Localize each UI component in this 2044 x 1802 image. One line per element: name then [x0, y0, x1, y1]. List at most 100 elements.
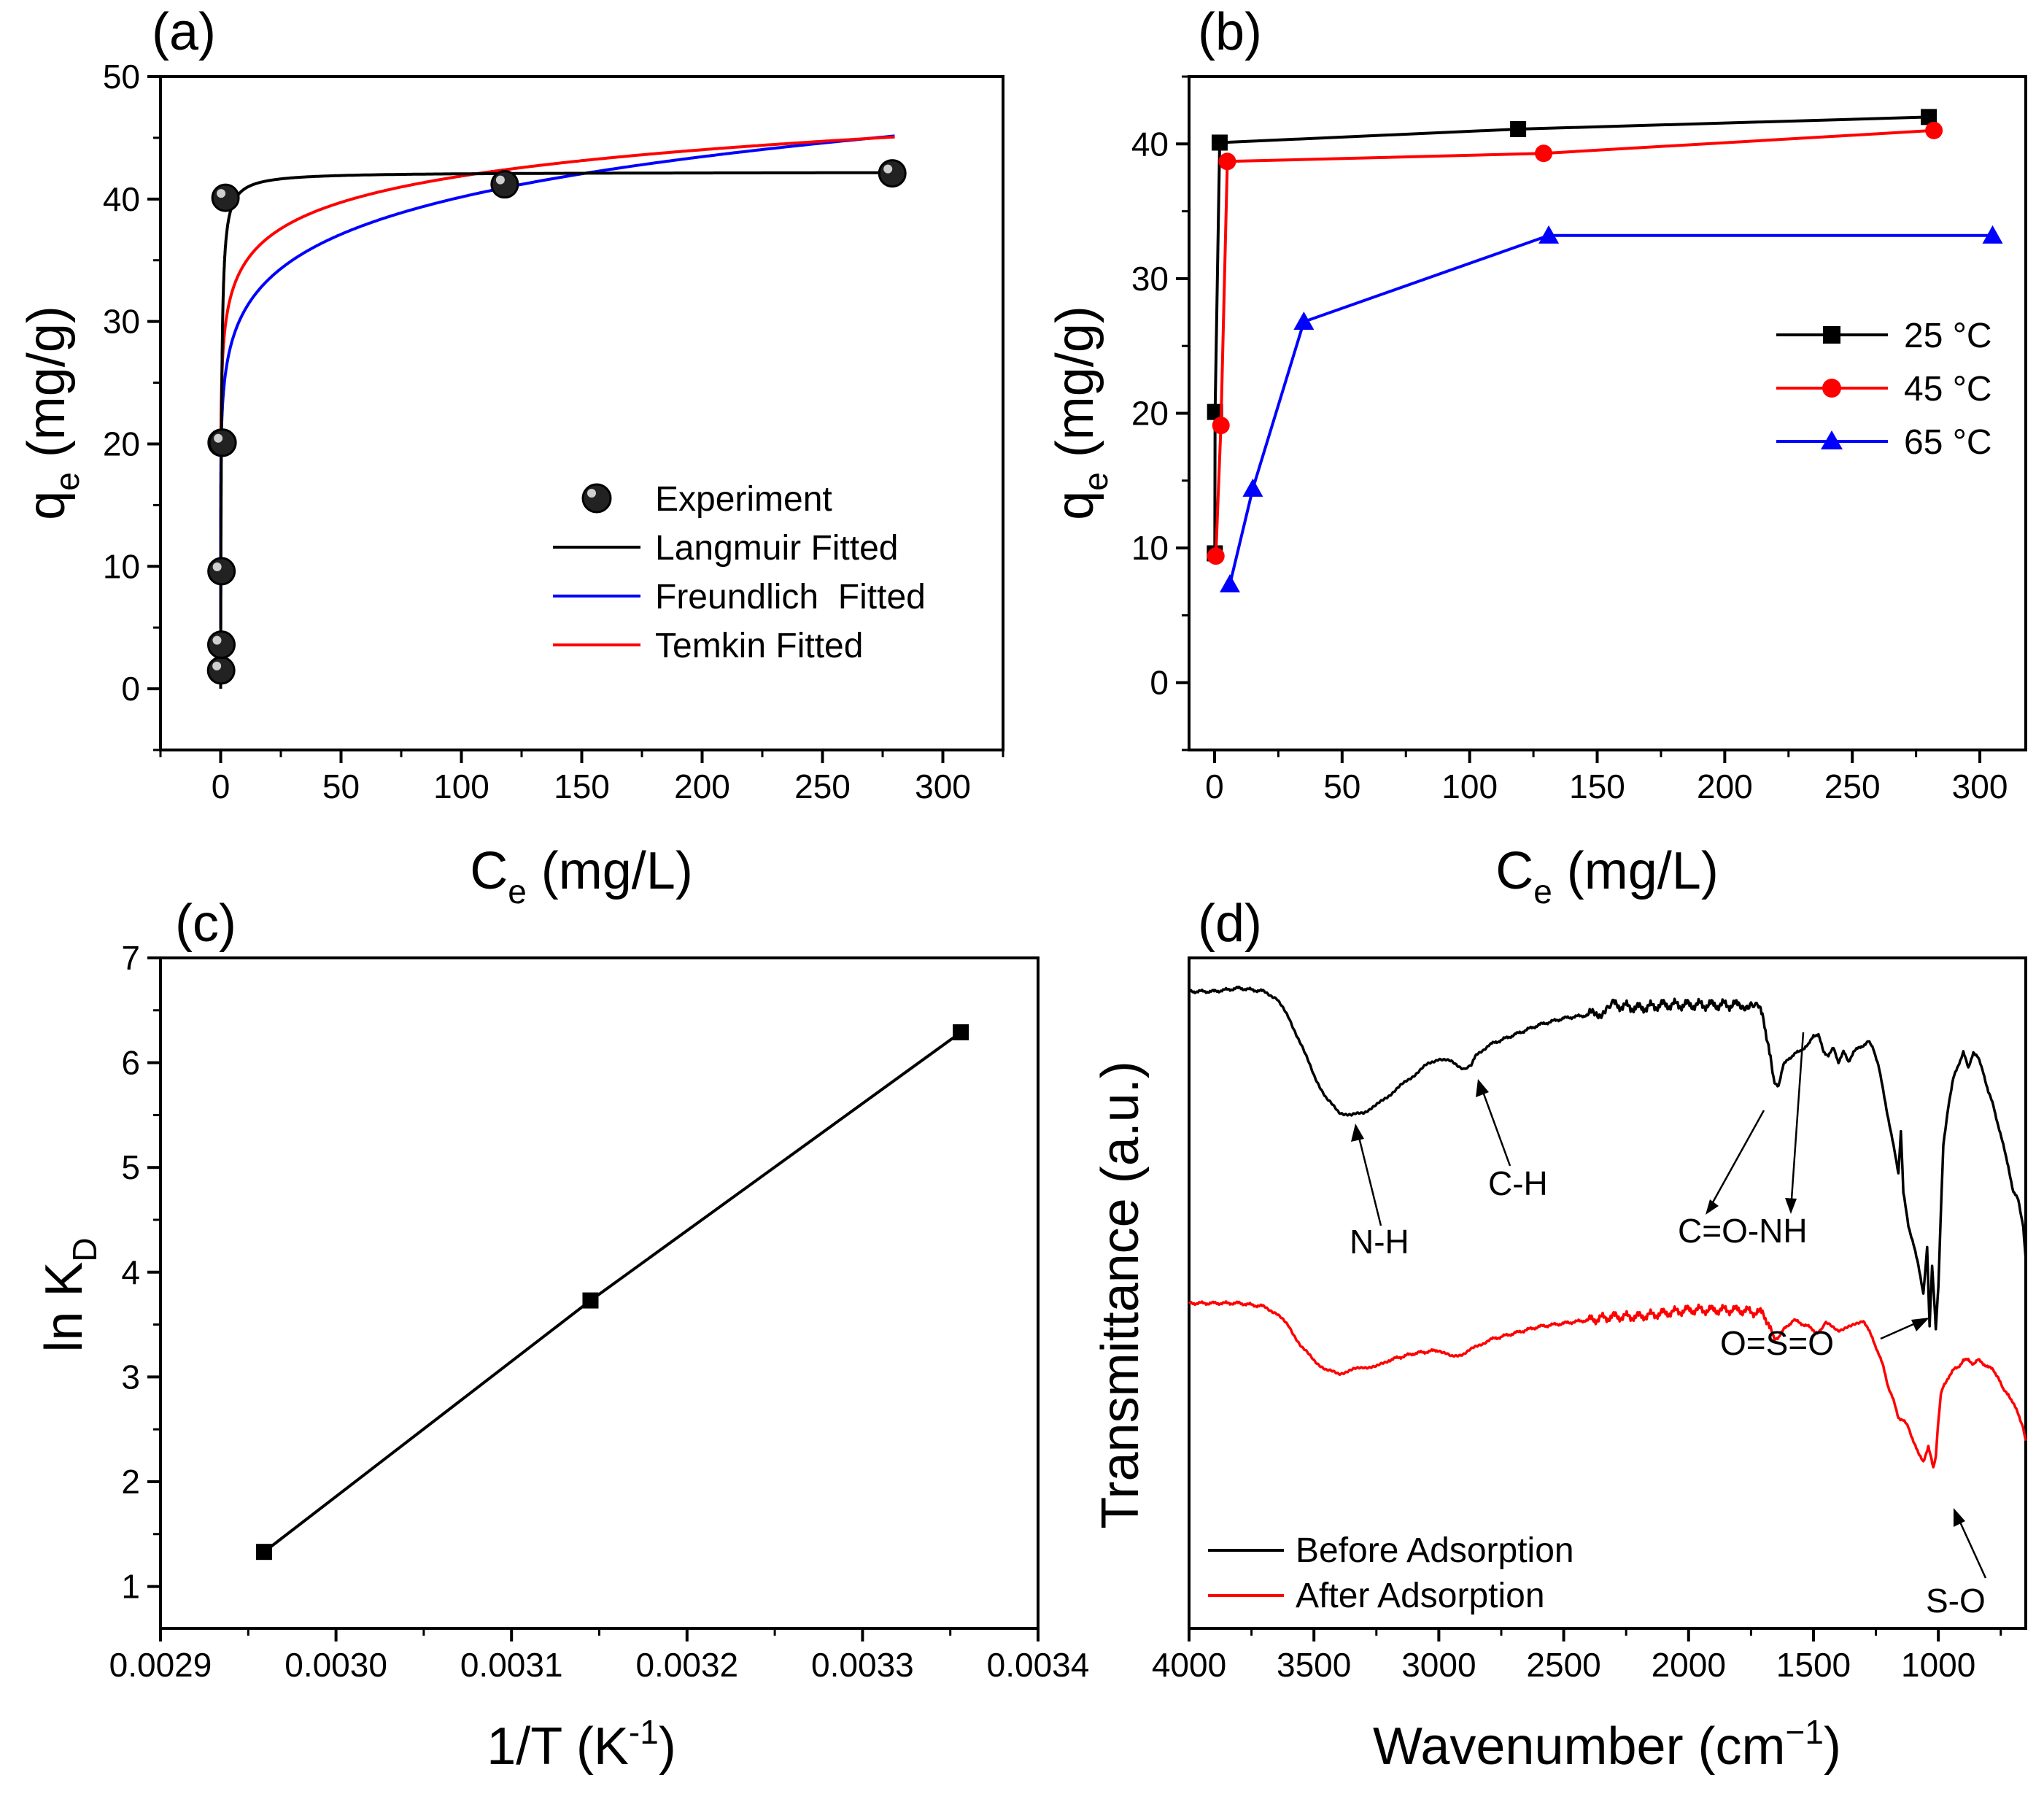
panel-b-series — [1207, 109, 2003, 592]
panel-b-xlabel: Ce (mg/L) — [1495, 842, 1719, 910]
panel-b-legend: 25 °C 45 °C 65 °C — [1776, 317, 1992, 462]
panel-a-legend: Experiment Langmuir Fitted Freundlich Fi… — [553, 480, 926, 665]
series-marker-triangle — [1293, 311, 1315, 330]
panel-c-xlabel: 1/T (K-1) — [487, 1713, 676, 1776]
series-marker-circle — [1535, 144, 1553, 163]
panel-a-chart: (a) 0 50 100 150 200 250 300 0 10 20 30 40 50 Ce (mg… — [18, 3, 1004, 910]
panel-a-xtick-label: 100 — [433, 767, 489, 805]
experiment-point-highlight — [495, 175, 505, 185]
panel-b-xtick-label: 150 — [1569, 767, 1625, 805]
panel-c-ytick-label: 5 — [121, 1148, 140, 1186]
experiment-point — [208, 428, 237, 457]
panel-a-xtick-label: 150 — [554, 767, 610, 805]
annotation-nh-arrowhead — [1351, 1124, 1364, 1142]
panel-a-ytick-label: 20 — [103, 425, 140, 463]
experiment-point — [211, 183, 240, 212]
experiment-point-highlight — [212, 562, 222, 571]
experiment-point-highlight — [212, 661, 222, 670]
panel-a-ytick-label: 30 — [103, 303, 140, 341]
panel-b-ytick-label: 30 — [1131, 260, 1169, 298]
panel-d-xtick-label: 4000 — [1152, 1646, 1226, 1684]
panel-c-xtick-label: 0.0034 — [987, 1646, 1090, 1684]
experiment-point-highlight — [883, 164, 893, 174]
series-marker-circle — [1218, 152, 1236, 171]
panel-b-ytick-label: 40 — [1131, 125, 1169, 163]
ftir-spectrum-0 — [1188, 985, 2027, 1331]
series-marker-square — [1921, 109, 1937, 125]
fit-curve-temkin — [219, 135, 895, 457]
annotation-ch-arrow — [1481, 1089, 1511, 1167]
annotation-oso-arrowhead — [1911, 1318, 1929, 1331]
panel-c-axes: 0.0029 0.0030 0.0031 0.0032 0.0033 0.0034 1 2 3 4… — [109, 939, 1090, 1684]
legend-experiment-marker — [581, 483, 612, 514]
panel-b-xtick-label: 100 — [1441, 767, 1498, 805]
panel-d-xtick-label: 3000 — [1401, 1646, 1476, 1684]
panel-a-xtick-label: 250 — [794, 767, 851, 805]
panel-a-xtick-label: 50 — [322, 767, 360, 805]
legend-freundlich-label: Freundlich Fitted — [655, 578, 926, 616]
panel-b-xtick-label: 0 — [1205, 767, 1224, 805]
panel-c-ylabel: ln KD — [35, 1237, 104, 1352]
lnkd-point — [953, 1024, 969, 1040]
panel-c-xtick-label: 0.0032 — [635, 1646, 738, 1684]
annotation-conh-arrowhead-2 — [1785, 1198, 1797, 1214]
panel-a-axes: 0 50 100 150 200 250 300 0 10 20 30 40 50 — [103, 58, 1004, 805]
annotation-conh-arrow-2 — [1789, 1032, 1805, 1210]
panel-a-ytick-label: 50 — [103, 58, 140, 96]
series-marker-square — [1207, 403, 1223, 420]
panel-b-chart: (b) 0 50 100 150 200 250 300 0 10 20 30 40 Ce (mg/L… — [1046, 3, 2027, 910]
experiment-point — [206, 656, 236, 685]
panel-d-ylabel: Transmittance (a.u.) — [1091, 1061, 1150, 1529]
panel-d-spectra — [1188, 985, 2027, 1469]
experiment-point-highlight — [212, 635, 222, 645]
annotation-oso-arrow — [1880, 1320, 1919, 1340]
panel-b-axes: 0 50 100 150 200 250 300 0 10 20 30 40 — [1131, 75, 2008, 805]
fit-curve-freundlich — [219, 134, 895, 628]
annotation-so: S-O — [1926, 1582, 1986, 1620]
experiment-point — [206, 630, 236, 660]
panel-b-label: (b) — [1198, 3, 1262, 61]
experiment-point-highlight — [217, 189, 226, 198]
panel-d-xtick-label: 1500 — [1776, 1646, 1851, 1684]
panel-c-label: (c) — [175, 894, 236, 953]
panel-b-ytick-label: 10 — [1131, 529, 1169, 567]
panel-c-series — [255, 1024, 969, 1561]
panel-c-chart: (c) 0.0029 0.0030 0.0031 0.0032 0.0033 0.0034… — [35, 894, 1089, 1776]
panel-c-ytick-label: 7 — [121, 939, 140, 977]
panel-d-xtick-label: 2000 — [1652, 1646, 1726, 1684]
panel-a-ytick-label: 0 — [121, 670, 140, 708]
annotation-conh: C=O-NH — [1678, 1212, 1808, 1250]
panel-c-xtick-label: 0.0031 — [460, 1646, 563, 1684]
experiment-point — [878, 159, 907, 188]
panel-c-ytick-label: 3 — [121, 1358, 140, 1396]
panel-b-xtick-label: 50 — [1323, 767, 1360, 805]
series-marker-circle — [1207, 547, 1225, 565]
panel-c-xtick-label: 0.0030 — [284, 1646, 387, 1684]
panel-c-ytick-label: 6 — [121, 1044, 140, 1082]
legend-experiment-label: Experiment — [655, 480, 832, 519]
panel-a-experiment-points — [206, 159, 907, 685]
panel-b-ylabel: qe (mg/g) — [1046, 306, 1115, 520]
panel-a-xtick-label: 300 — [915, 767, 971, 805]
lnkd-point — [255, 1544, 272, 1561]
panel-d-frame — [1188, 956, 2027, 1630]
lnkd-point — [582, 1292, 599, 1309]
series-marker-triangle — [1538, 225, 1560, 244]
experiment-point — [490, 170, 519, 199]
annotation-so-arrow — [1957, 1518, 1987, 1579]
panel-d-chart: (d) 4000 3500 3000 2500 2000 1500 1000 Wavenum… — [1091, 894, 2027, 1776]
panel-b-ytick-label: 0 — [1150, 664, 1169, 702]
panel-c-ytick-label: 4 — [121, 1253, 140, 1291]
legend-before-label: Before Adsorption — [1296, 1531, 1574, 1570]
series-marker-triangle — [1242, 478, 1263, 497]
series-marker-circle — [1212, 417, 1230, 435]
panel-d-legend: Before Adsorption After Adsorption — [1208, 1531, 1574, 1615]
panel-d-xlabel: Wavenumber (cm−1) — [1373, 1713, 1841, 1776]
legend-langmuir-label: Langmuir Fitted — [655, 529, 899, 568]
legend-25c-marker — [1823, 326, 1840, 344]
panel-b-frame — [1188, 75, 2027, 751]
annotation-so-arrowhead — [1954, 1508, 1965, 1527]
ftir-spectrum-1 — [1188, 1300, 2027, 1469]
panel-c-xtick-label: 0.0029 — [109, 1646, 212, 1684]
legend-temkin-label: Temkin Fitted — [655, 627, 863, 665]
